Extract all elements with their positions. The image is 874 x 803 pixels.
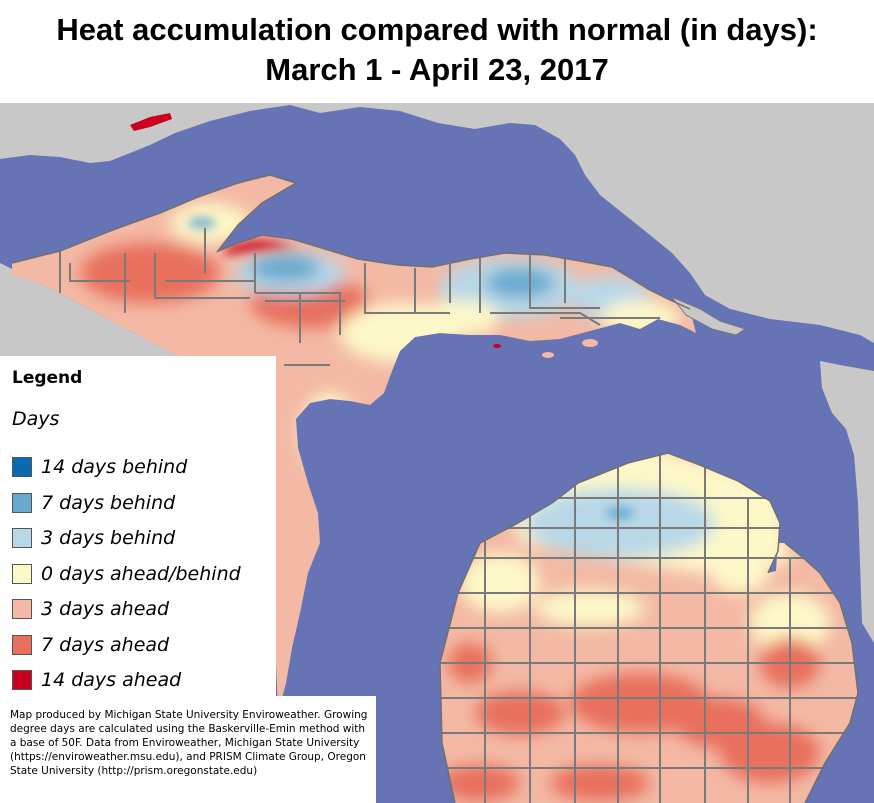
legend-swatch [12,599,32,619]
ontario-east-shore [820,361,874,643]
legend-label: 0 days ahead/behind [41,562,241,585]
legend-item: 7 days ahead [12,634,241,670]
legend-item: 14 days ahead [12,669,241,705]
map-title-line-1: Heat accumulation compared with normal (… [56,12,818,47]
credit-text: Map produced by Michigan State Universit… [10,709,368,777]
map-title: Heat accumulation compared with normal (… [0,10,874,90]
credit-panel: Map produced by Michigan State Universit… [0,696,376,803]
legend-subheading: Days [12,408,60,430]
legend-heading: Legend [12,368,83,388]
legend-item: 7 days behind [12,492,241,528]
map-title-line-2: March 1 - April 23, 2017 [265,52,609,87]
legend-label: 14 days behind [41,456,188,478]
legend-label: 3 days behind [41,527,176,549]
legend-label: 7 days behind [41,491,176,514]
legend-item: 3 days behind [12,527,241,563]
state-boundary [11,174,859,803]
legend-items: 14 days behind 7 days behind 3 days behi… [12,456,241,705]
legend-swatch [12,670,32,690]
legend-item: 3 days ahead [12,598,241,634]
legend-swatch [12,528,32,548]
legend-item: 0 days ahead/behind [12,563,241,599]
legend-label: 7 days ahead [41,633,170,656]
lake-islands [130,113,747,358]
legend-label: 14 days ahead [41,669,182,691]
legend-swatch [12,634,32,655]
ontario-shore [0,103,874,343]
legend-label: 3 days ahead [41,598,170,620]
legend-swatch [12,563,32,584]
legend-item: 14 days behind [12,456,241,492]
legend-panel: Legend Days 14 days behind 7 days behind… [0,356,276,696]
lower-peninsula [440,453,858,803]
legend-swatch [12,492,32,513]
up-county-lines [59,228,660,366]
legend-swatch [12,457,32,477]
lp-county-lines [440,453,858,803]
